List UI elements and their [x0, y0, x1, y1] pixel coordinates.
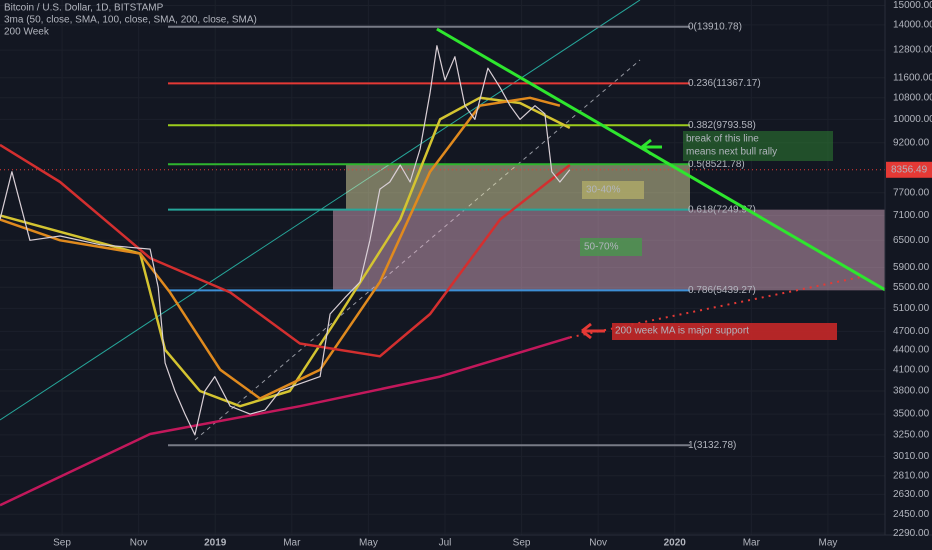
zone-label-bg [582, 181, 644, 199]
y-tick-label: 10000.00 [893, 114, 932, 125]
annotation-text: means next bull rally [686, 147, 777, 158]
y-tick-label: 5900.00 [893, 262, 930, 273]
annotation-text: break of this line [686, 134, 759, 145]
y-tick-label: 2630.00 [893, 489, 930, 500]
fib-label: 0.382(9793.58) [688, 120, 756, 131]
y-tick-label: 4100.00 [893, 364, 930, 375]
x-tick-label: 2020 [664, 538, 687, 549]
y-tick-label: 10800.00 [893, 92, 932, 103]
fib-label: 0.618(7249.97) [688, 204, 756, 215]
x-tick-label: Jul [439, 538, 452, 549]
fib-label: 0.236(11367.17) [688, 78, 761, 89]
zone-label: 30-40% [586, 185, 621, 196]
annotation-arrow [641, 138, 662, 156]
fib-label: 0(13910.78) [688, 21, 742, 32]
y-tick-label: 6500.00 [893, 235, 930, 246]
y-tick-label: 11600.00 [893, 72, 932, 83]
y-tick-label: 15000.00 [893, 0, 932, 11]
y-tick-label: 3800.00 [893, 386, 930, 397]
x-tick-label: Mar [283, 538, 301, 549]
x-tick-label: 2019 [204, 538, 227, 549]
x-tick-label: Nov [589, 538, 607, 549]
y-tick-label: 4400.00 [893, 344, 930, 355]
y-tick-label: 14000.00 [893, 20, 932, 31]
y-tick-label: 4700.00 [893, 326, 930, 337]
y-tick-label: 3500.00 [893, 409, 930, 420]
y-tick-label: 2810.00 [893, 470, 930, 481]
dashed-line [194, 59, 641, 441]
x-tick-label: Sep [53, 538, 71, 549]
y-tick-label: 12800.00 [893, 45, 932, 56]
y-tick-label: 5500.00 [893, 282, 930, 293]
price-tag [886, 161, 932, 178]
chart-title: Bitcoin / U.S. Dollar, 1D, BITSTAMP [4, 3, 164, 14]
annotation-bg [612, 323, 837, 340]
y-tick-label: 5100.00 [893, 303, 930, 314]
trendline [436, 27, 886, 292]
series-line [0, 143, 571, 358]
y-tick-label: 3250.00 [893, 430, 930, 441]
fib-label: 0.5(8521.78) [688, 159, 745, 170]
indicator-label: 3ma (50, close, SMA, 100, close, SMA, 20… [4, 15, 257, 26]
fib-label: 0.786(5439.27) [688, 285, 756, 296]
plot-area: 0(13910.78) 0.236(11367.17) 0.382(9793.58)… [0, 21, 886, 507]
zone-label: 50-70% [584, 242, 619, 253]
x-tick-label: May [359, 538, 378, 549]
indicator-label: 200 Week [4, 27, 50, 38]
x-tick-label: Sep [513, 538, 531, 549]
annotation-text: 200 week MA is major support [615, 326, 749, 337]
y-tick-label: 9200.00 [893, 137, 930, 148]
annotation-arrow [581, 322, 605, 340]
grid [0, 0, 885, 535]
fib-label: 1(3132.78) [688, 440, 736, 451]
annotation-bg [683, 131, 833, 161]
series-line [0, 96, 561, 400]
y-tick-label: 7700.00 [893, 187, 930, 198]
x-tick-label: Nov [130, 538, 148, 549]
series-line [0, 45, 571, 436]
x-tick-label: May [818, 538, 837, 549]
y-tick-label: 3010.00 [893, 451, 930, 462]
x-tick-label: Mar [743, 538, 761, 549]
current-price-label: 8356.49 [891, 164, 928, 175]
y-tick-label: 7100.00 [893, 210, 930, 221]
y-tick-label: 2290.00 [893, 528, 930, 539]
zone-label-bg [580, 238, 642, 256]
y-tick-label: 2450.00 [893, 509, 930, 520]
series-line [0, 336, 571, 507]
